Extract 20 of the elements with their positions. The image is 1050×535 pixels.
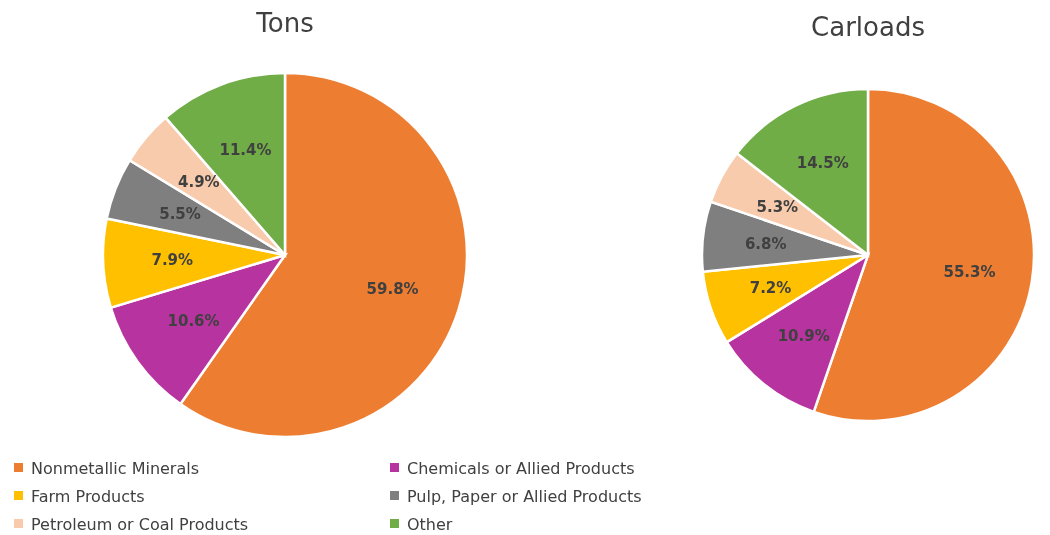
data-label: 7.2% [749, 279, 792, 298]
legend-label: Chemicals or Allied Products [407, 458, 635, 478]
legend-label: Petroleum or Coal Products [31, 514, 249, 534]
data-label: 59.8% [366, 280, 419, 299]
legend-label: Other [407, 514, 453, 534]
data-label: 10.9% [777, 326, 830, 345]
data-label: 10.6% [167, 312, 220, 331]
chart-title: Tons [255, 8, 314, 38]
data-label: 14.5% [796, 153, 849, 172]
legend-label: Pulp, Paper or Allied Products [407, 486, 642, 506]
data-label: 5.5% [159, 204, 201, 223]
chart-title: Carloads [811, 12, 925, 42]
data-label: 5.3% [756, 197, 799, 216]
legend-label: Nonmetallic Minerals [31, 458, 200, 478]
data-label: 6.8% [744, 234, 787, 253]
data-label: 55.3% [943, 263, 996, 282]
data-label: 7.9% [151, 251, 194, 270]
legend-label: Farm Products [31, 486, 145, 506]
data-label: 4.9% [178, 173, 220, 192]
data-label: 11.4% [219, 140, 272, 159]
